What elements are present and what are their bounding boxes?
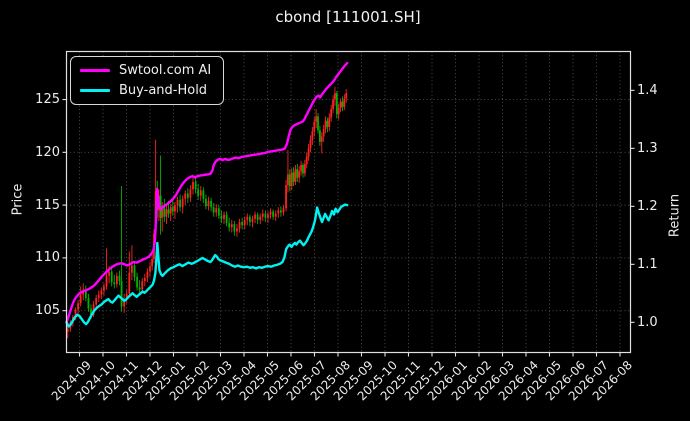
return-tick-label: 1.2 — [637, 198, 658, 214]
legend-label-ai: Swtool.com AI — [119, 62, 212, 78]
price-tick-label: 110 — [35, 250, 60, 266]
price-tick-label: 105 — [35, 303, 60, 319]
price-tick-label: 115 — [35, 197, 60, 213]
return-tick-label: 1.3 — [637, 140, 658, 156]
return-tick-label: 1.1 — [637, 256, 658, 272]
chart-title: cbond [111001.SH] — [275, 8, 421, 26]
return-tick-label: 1.0 — [637, 314, 658, 330]
legend-item-ai: Swtool.com AI — [80, 62, 211, 79]
price-tick-label: 125 — [35, 92, 60, 108]
return-tick-label: 1.4 — [637, 82, 658, 98]
legend: Swtool.com AI Buy-and-Hold — [70, 56, 225, 105]
ai-line-swatch — [80, 69, 110, 72]
legend-item-buy-and-hold: Buy-and-Hold — [80, 82, 211, 99]
right-axis-label: Return — [667, 193, 683, 238]
legend-label-buy-and-hold: Buy-and-Hold — [119, 82, 208, 98]
buy-and-hold-line-swatch — [80, 89, 110, 92]
price-tick-label: 120 — [35, 144, 60, 160]
